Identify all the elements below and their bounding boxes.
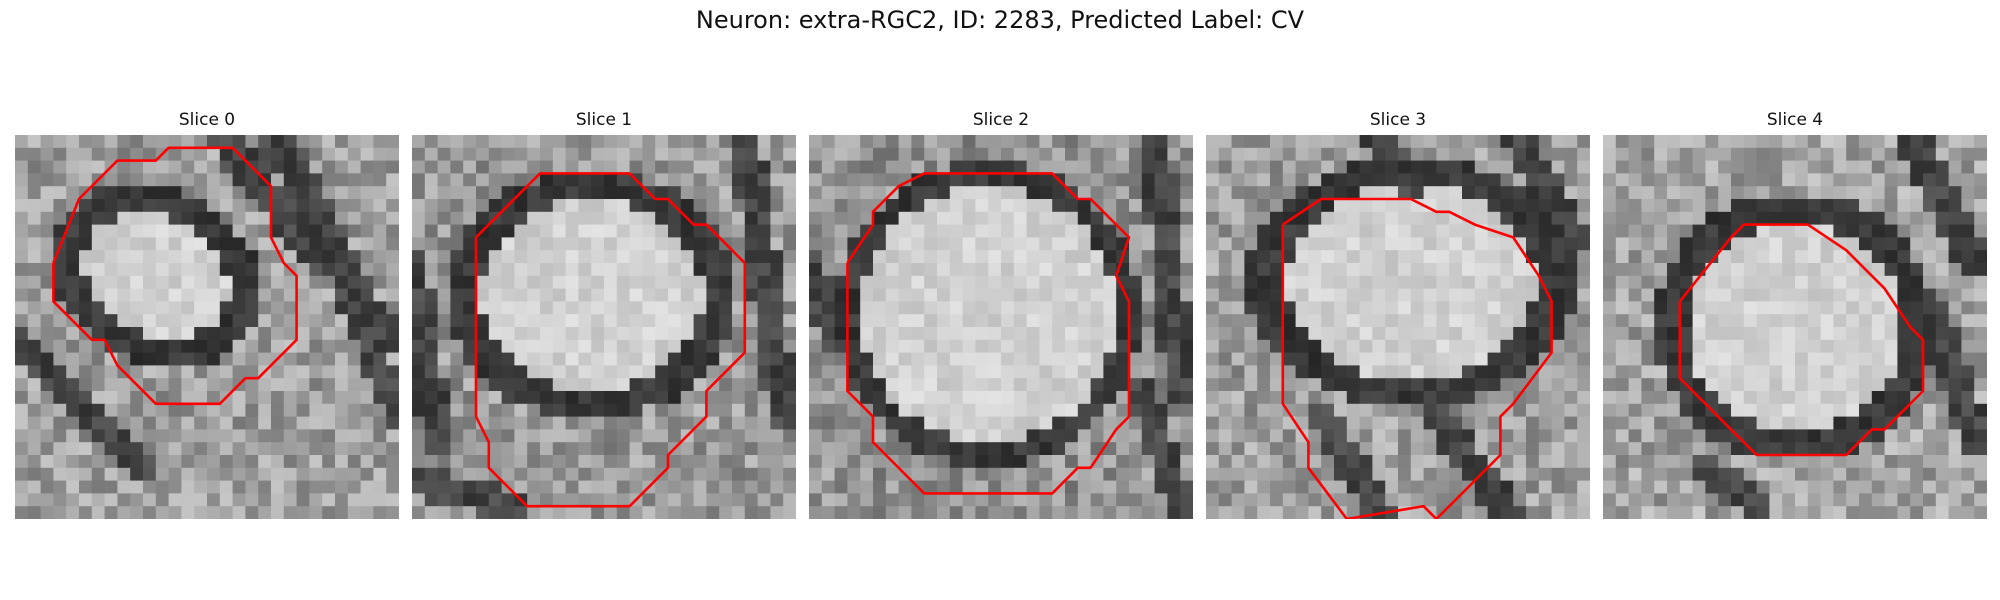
figure-title: Neuron: extra-RGC2, ID: 2283, Predicted … xyxy=(695,6,1305,34)
panel-title-slice-1: Slice 1 xyxy=(575,110,633,130)
slice-pixels-4 xyxy=(1603,135,1987,519)
slice-pixels-0 xyxy=(15,135,399,519)
slice-image-0 xyxy=(15,135,399,519)
slice-image-2 xyxy=(809,135,1193,519)
segmentation-contour-4 xyxy=(1678,223,1925,457)
slice-image-1 xyxy=(412,135,796,519)
panel-title-slice-3: Slice 3 xyxy=(1369,110,1427,130)
panel-title-slice-2: Slice 2 xyxy=(972,110,1030,130)
segmentation-contour-2 xyxy=(846,172,1131,495)
panel-title-slice-0: Slice 0 xyxy=(178,110,236,130)
panel-title-slice-4: Slice 4 xyxy=(1766,110,1824,130)
slice-pixels-1 xyxy=(412,135,796,519)
slice-image-4 xyxy=(1603,135,1987,519)
slice-pixels-2 xyxy=(809,135,1193,519)
slice-pixels-3 xyxy=(1206,135,1590,519)
segmentation-contour-1 xyxy=(474,172,747,508)
segmentation-contour-0 xyxy=(52,146,298,406)
segmentation-contour-3 xyxy=(1281,197,1553,519)
slice-image-3 xyxy=(1206,135,1590,519)
